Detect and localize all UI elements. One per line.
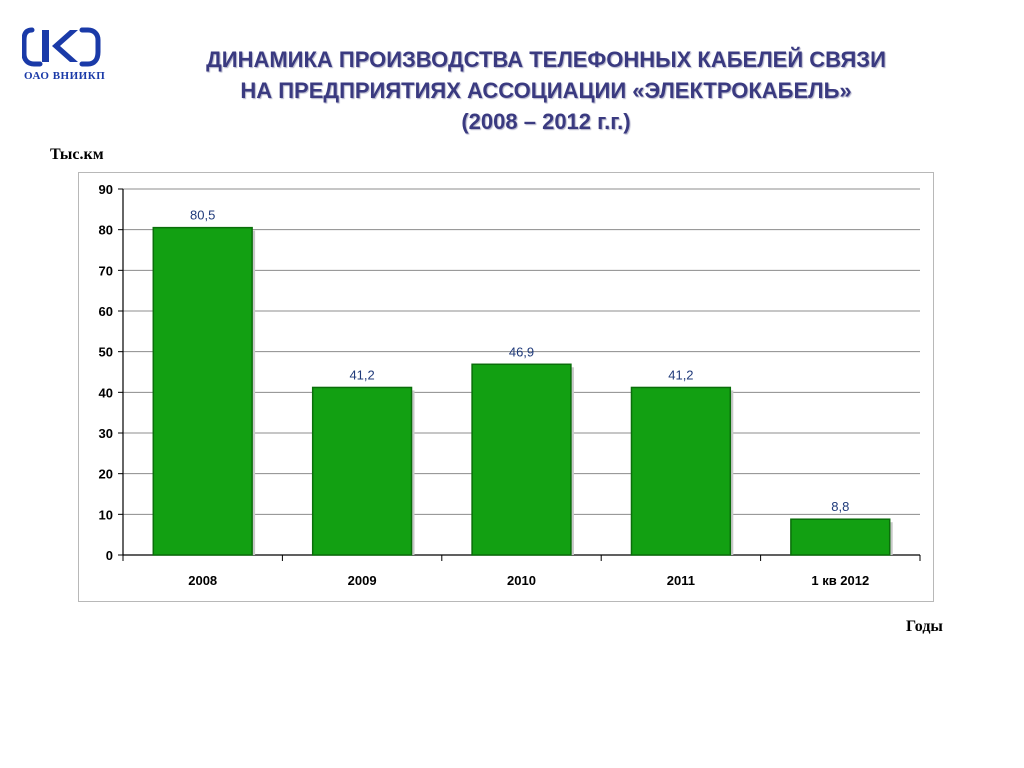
bar bbox=[311, 386, 413, 556]
logo-icon bbox=[22, 27, 101, 67]
x-tick-label: 2009 bbox=[348, 573, 377, 588]
bar bbox=[790, 518, 891, 556]
y-tick-label: 90 bbox=[99, 182, 113, 197]
x-tick-label: 2010 bbox=[507, 573, 536, 588]
y-tick-label: 70 bbox=[99, 263, 113, 278]
x-axis-label: Годы bbox=[906, 618, 943, 635]
bar-chart: 0 10 20 30 40 50 60 70 80 90 80,5 2008 41,2 2009 46,9 2… bbox=[99, 182, 921, 588]
x-tick-label: 2008 bbox=[188, 573, 217, 588]
title-line-3: (2008 – 2012 г.г.) bbox=[461, 109, 631, 134]
data-label: 80,5 bbox=[190, 208, 215, 223]
data-label: 8,8 bbox=[831, 499, 849, 514]
y-tick-label: 50 bbox=[99, 345, 113, 360]
y-axis-label: Тыс.км bbox=[50, 146, 104, 163]
org-name: ОАО ВНИИКП bbox=[24, 70, 106, 82]
data-label: 41,2 bbox=[668, 367, 693, 382]
y-tick-label: 20 bbox=[99, 467, 113, 482]
data-label: 41,2 bbox=[349, 367, 374, 382]
bar bbox=[471, 363, 572, 556]
company-logo bbox=[22, 24, 122, 84]
y-tick-label: 30 bbox=[99, 426, 113, 441]
page-title: ДИНАМИКА ПРОИЗВОДСТВА ТЕЛЕФОННЫХ КАБЕЛЕЙ… bbox=[140, 44, 952, 137]
bar bbox=[152, 226, 253, 556]
y-tick-label: 40 bbox=[99, 385, 113, 400]
y-tick-label: 80 bbox=[99, 223, 113, 238]
title-line-1: ДИНАМИКА ПРОИЗВОДСТВА ТЕЛЕФОННЫХ КАБЕЛЕЙ… bbox=[206, 47, 886, 72]
data-label: 46,9 bbox=[509, 344, 534, 359]
y-tick-label: 10 bbox=[99, 507, 113, 522]
title-line-2: НА ПРЕДПРИЯТИЯХ АССОЦИАЦИИ «ЭЛЕКТРОКАБЕЛ… bbox=[240, 78, 852, 103]
x-tick-label: 2011 bbox=[667, 573, 695, 588]
chart-frame bbox=[78, 172, 934, 602]
y-tick-label: 60 bbox=[99, 304, 113, 319]
x-tick-label: 1 кв 2012 bbox=[811, 573, 869, 588]
bar bbox=[630, 386, 732, 556]
y-tick-label: 0 bbox=[106, 548, 113, 563]
